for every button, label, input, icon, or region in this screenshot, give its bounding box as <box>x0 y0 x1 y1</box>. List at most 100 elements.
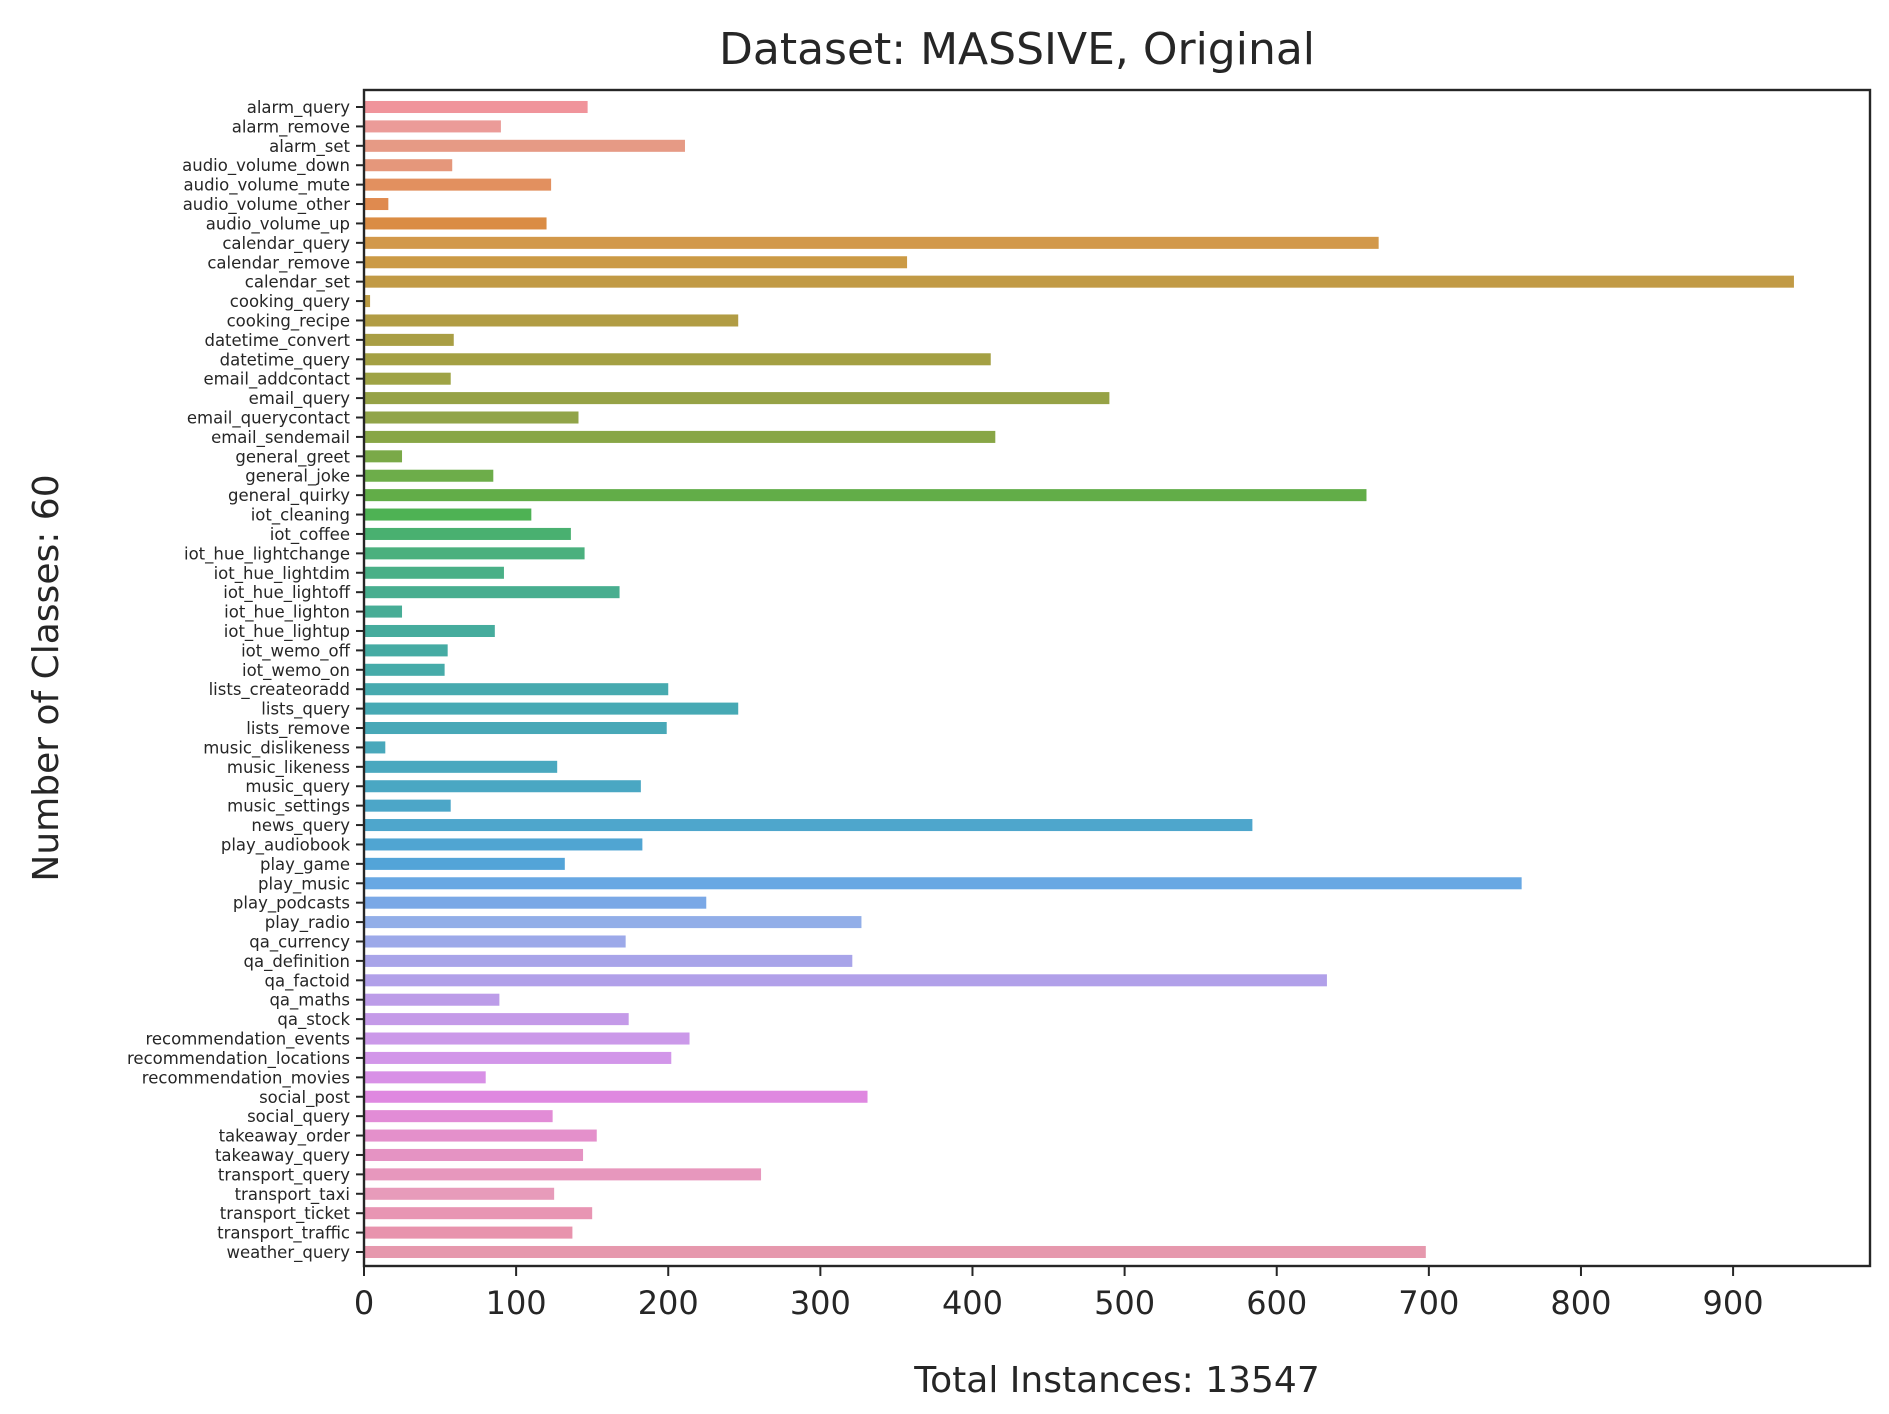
y-tick-label: general_quirky <box>228 486 350 506</box>
bar-audio_volume_down <box>364 159 453 172</box>
bar-general_quirky <box>364 489 1367 502</box>
y-tick-label: recommendation_movies <box>142 1068 350 1088</box>
bar-qa_maths <box>364 993 500 1006</box>
bar-email_query <box>364 392 1110 405</box>
x-tick-label: 700 <box>1398 1284 1459 1322</box>
bar-alarm_set <box>364 139 685 152</box>
y-tick-label: music_settings <box>227 797 350 817</box>
y-tick-label: email_sendemail <box>211 428 350 448</box>
bar-iot_coffee <box>364 527 571 540</box>
bar-alarm_query <box>364 100 588 114</box>
bar-audio_volume_other <box>364 198 389 211</box>
y-tick-label: play_radio <box>265 913 350 933</box>
y-tick-label: iot_hue_lightup <box>224 622 350 642</box>
y-tick-label: play_music <box>258 874 350 894</box>
y-tick-label: calendar_remove <box>207 253 350 273</box>
bar-recommendation_movies <box>364 1071 486 1084</box>
y-tick-label: social_post <box>259 1088 350 1108</box>
y-tick-label: lists_createoradd <box>209 680 350 700</box>
bar-takeaway_query <box>364 1148 584 1161</box>
y-tick-label: email_querycontact <box>187 409 351 429</box>
y-tick-label: iot_hue_lighton <box>224 603 350 623</box>
bar-play_podcasts <box>364 896 707 909</box>
y-tick-label: general_joke <box>245 467 350 487</box>
bar-iot_hue_lightoff <box>364 586 620 599</box>
y-tick-label: iot_cleaning <box>251 506 350 526</box>
x-tick-label: 200 <box>638 1284 699 1322</box>
y-tick-label: music_query <box>245 777 350 797</box>
y-axis-label: Number of Classes: 60 <box>26 474 67 881</box>
bar-social_query <box>364 1110 553 1123</box>
bar-iot_wemo_on <box>364 663 445 676</box>
y-tick-label: recommendation_locations <box>127 1049 350 1069</box>
x-tick-label: 400 <box>942 1284 1003 1322</box>
y-tick-label: transport_traffic <box>217 1224 350 1244</box>
bar-calendar_remove <box>364 256 908 269</box>
x-tick-label: 300 <box>790 1284 851 1322</box>
bar-recommendation_locations <box>364 1051 672 1064</box>
bar-play_radio <box>364 916 862 929</box>
y-tick-label: datetime_query <box>220 350 351 370</box>
bar-lists_remove <box>364 722 667 735</box>
x-tick-label: 800 <box>1550 1284 1611 1322</box>
bar-news_query <box>364 819 1253 832</box>
x-axis-ticks: 0 100 200 300 400 500 600 700 800 900 <box>354 1266 1764 1322</box>
plot-frame <box>362 88 1872 1268</box>
y-tick-label: play_podcasts <box>233 894 350 914</box>
bar-email_addcontact <box>364 372 451 385</box>
y-tick-label: takeaway_query <box>215 1146 350 1166</box>
bar-transport_traffic <box>364 1226 573 1239</box>
bar-iot_wemo_off <box>364 644 448 657</box>
y-tick-label: transport_taxi <box>235 1185 350 1205</box>
y-tick-label: calendar_set <box>245 273 351 293</box>
y-tick-label: iot_coffee <box>270 525 350 545</box>
bar-iot_hue_lightup <box>364 624 495 637</box>
y-tick-label: transport_ticket <box>220 1204 351 1224</box>
bar-lists_query <box>364 702 739 715</box>
y-tick-label: play_audiobook <box>221 835 351 855</box>
y-tick-label: cooking_recipe <box>227 311 350 331</box>
y-tick-label: takeaway_order <box>219 1127 351 1147</box>
bar-qa_factoid <box>364 974 1327 987</box>
y-tick-label: iot_hue_lightchange <box>184 544 350 564</box>
y-tick-label: weather_query <box>226 1243 350 1263</box>
x-tick-label: 0 <box>354 1284 374 1322</box>
y-tick-label: qa_stock <box>277 1010 350 1030</box>
bar-play_audiobook <box>364 838 643 851</box>
y-tick-label: audio_volume_up <box>206 214 350 234</box>
bar-general_joke <box>364 469 494 482</box>
bar-qa_stock <box>364 1013 629 1026</box>
y-tick-label: alarm_remove <box>232 117 350 137</box>
bar-calendar_query <box>364 236 1379 249</box>
bar-transport_ticket <box>364 1207 593 1220</box>
y-tick-label: iot_hue_lightoff <box>223 583 350 603</box>
bar-transport_query <box>364 1168 762 1181</box>
y-tick-label: social_query <box>247 1107 350 1127</box>
bar-audio_volume_mute <box>364 178 552 191</box>
y-tick-label: email_query <box>249 389 351 409</box>
bar-audio_volume_up <box>364 217 547 230</box>
bar-iot_hue_lighton <box>364 605 403 618</box>
y-tick-label: email_addcontact <box>203 370 350 390</box>
y-tick-label: qa_definition <box>243 952 350 972</box>
bar-takeaway_order <box>364 1129 597 1142</box>
y-tick-label: iot_wemo_on <box>242 661 350 681</box>
y-axis-ticks: alarm_queryalarm_removealarm_setaudio_vo… <box>127 98 364 1263</box>
x-tick-label: 100 <box>486 1284 547 1322</box>
bar-cooking_recipe <box>364 314 739 327</box>
bar-alarm_remove <box>364 120 501 133</box>
y-tick-label: audio_volume_mute <box>184 176 351 196</box>
bar-datetime_convert <box>364 333 454 346</box>
y-tick-label: audio_volume_other <box>183 195 351 215</box>
y-tick-label: general_greet <box>235 447 350 467</box>
x-tick-label: 900 <box>1703 1284 1764 1322</box>
y-tick-label: music_likeness <box>227 758 350 778</box>
y-tick-label: alarm_query <box>247 98 350 118</box>
y-tick-label: news_query <box>251 816 350 836</box>
bar-play_music <box>364 877 1522 890</box>
y-tick-label: qa_maths <box>269 991 350 1011</box>
bar-social_post <box>364 1090 868 1103</box>
y-tick-label: datetime_convert <box>204 331 350 351</box>
x-tick-label: 600 <box>1246 1284 1307 1322</box>
x-axis-label: Total Instances: 13547 <box>913 1360 1320 1401</box>
